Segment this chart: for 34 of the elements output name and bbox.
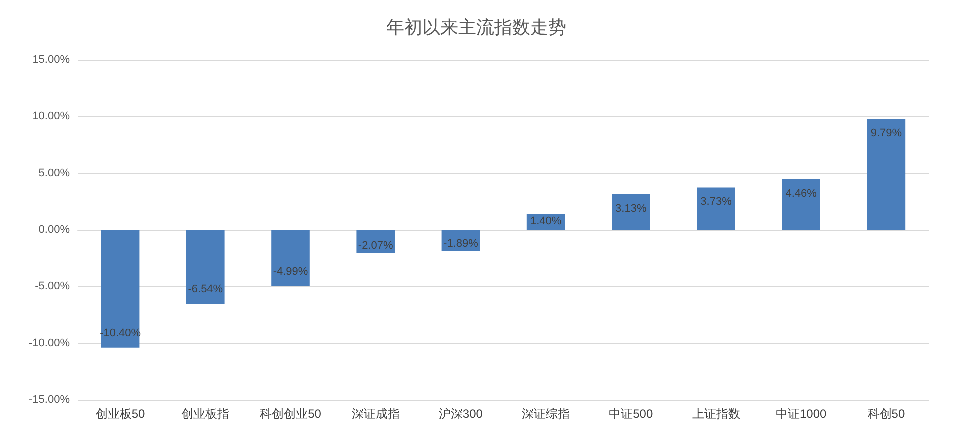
bar — [101, 230, 140, 348]
bar — [612, 194, 650, 230]
y-tick-label: 5.00% — [38, 167, 70, 180]
bar — [782, 179, 820, 230]
data-label: 1.40% — [530, 216, 562, 228]
bar — [867, 119, 906, 230]
chart-title: 年初以来主流指数走势 — [386, 18, 566, 38]
y-tick-label: 15.00% — [32, 54, 70, 66]
data-label: -1.89% — [444, 238, 479, 250]
x-tick-label: 科创50 — [868, 407, 906, 421]
x-tick-label: 科创创业50 — [260, 407, 322, 421]
x-tick-label: 创业板指 — [182, 407, 230, 421]
y-tick-label: 0.00% — [38, 224, 70, 236]
data-label: 9.79% — [870, 128, 902, 140]
y-tick-label: 10.00% — [32, 110, 70, 123]
x-tick-label: 中证500 — [609, 407, 654, 421]
x-tick-label: 深证综指 — [522, 407, 570, 421]
x-tick-label: 上证指数 — [692, 407, 740, 421]
data-label: -6.54% — [188, 284, 224, 296]
x-tick-label: 创业板50 — [96, 407, 146, 421]
y-tick-label: -15.00% — [29, 394, 70, 406]
data-label: -4.99% — [273, 266, 308, 278]
x-tick-label: 沪深300 — [438, 407, 484, 421]
bar — [272, 230, 310, 287]
y-tick-label: -5.00% — [35, 280, 70, 293]
x-tick-label: 中证1000 — [776, 407, 828, 421]
x-tick-label: 深证成指 — [352, 407, 400, 421]
data-label: -2.07% — [358, 240, 394, 252]
data-label: 3.73% — [700, 196, 732, 208]
bar — [186, 230, 225, 304]
bar — [697, 188, 736, 230]
data-label: 3.13% — [616, 203, 647, 216]
data-label: 4.46% — [786, 188, 818, 200]
y-tick-label: -10.00% — [29, 337, 70, 350]
